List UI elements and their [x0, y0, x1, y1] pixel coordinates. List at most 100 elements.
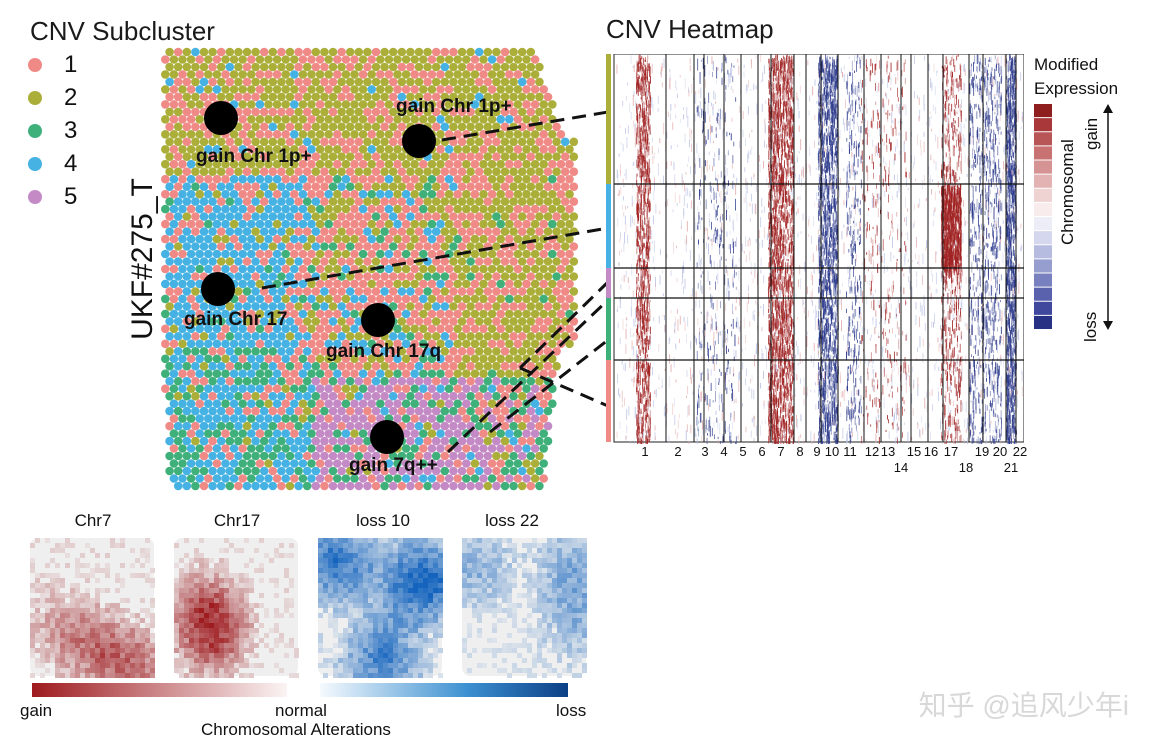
heatmap-cell — [625, 169, 627, 180]
heatmap-cell — [1002, 334, 1004, 345]
heatmap-cell — [622, 100, 624, 106]
spot — [474, 107, 484, 117]
heatmap-cell — [907, 208, 908, 212]
spot — [457, 167, 467, 176]
spot — [539, 145, 548, 154]
spot — [277, 92, 286, 102]
heatmap-cell — [929, 342, 930, 348]
heatmap-cell — [684, 239, 686, 245]
heatmap-cell — [807, 286, 808, 295]
heatmap-cell — [1020, 72, 1022, 81]
heatmap-cell — [747, 240, 749, 247]
spot — [535, 77, 544, 87]
heatmap-cell — [842, 427, 844, 439]
heatmap-cell — [761, 103, 763, 112]
heatmap-cell — [672, 209, 674, 213]
spot — [367, 55, 376, 64]
heatmap-cell — [794, 387, 796, 396]
heatmap-cell — [804, 261, 806, 272]
spot — [161, 85, 170, 94]
heatmap-cell — [690, 424, 692, 434]
heatmap-cell — [689, 139, 690, 148]
heatmap-cell — [741, 348, 743, 353]
heatmap-cell — [905, 382, 907, 393]
spot — [199, 47, 209, 57]
heatmap-cell — [882, 79, 884, 85]
spot — [195, 85, 204, 94]
spot — [500, 92, 510, 102]
heatmap-cell — [886, 266, 888, 272]
heatmap-cell — [1017, 170, 1019, 174]
heatmap-cell — [979, 233, 981, 240]
heatmap-cell — [851, 326, 852, 329]
heatmap-cell — [760, 257, 762, 267]
heatmap-cell — [728, 379, 730, 383]
spot — [462, 115, 471, 124]
heatmap-cell — [859, 79, 861, 84]
spot — [440, 167, 450, 176]
heatmap-cell — [854, 55, 856, 63]
heatmap-cell — [745, 236, 747, 247]
heatmap-cell — [651, 240, 653, 244]
spot — [406, 62, 415, 72]
heatmap-cell — [885, 161, 887, 166]
spot — [290, 70, 299, 79]
heatmap-cell — [688, 441, 690, 444]
heatmap-cell — [998, 228, 1000, 233]
heatmap-cell — [962, 269, 963, 277]
spot — [290, 159, 299, 169]
heatmap-cell — [715, 410, 717, 415]
spot — [431, 167, 441, 176]
heatmap-cell — [1021, 371, 1023, 382]
spot — [320, 167, 329, 176]
heatmap-cell — [629, 357, 631, 369]
heatmap-cell — [662, 314, 664, 317]
spot — [324, 100, 333, 109]
heatmap-cell — [802, 297, 804, 308]
spot — [255, 115, 265, 124]
heatmap-cell — [810, 431, 812, 442]
heatmap-cell — [707, 270, 709, 282]
heatmap-cell — [814, 389, 816, 393]
spot — [238, 85, 247, 94]
heatmap-cell — [867, 360, 869, 367]
spot — [388, 167, 398, 176]
heatmap-cell — [699, 111, 701, 118]
heatmap-cell — [886, 93, 888, 100]
heatmap-cell — [907, 431, 909, 442]
heatmap-cell — [990, 272, 992, 281]
heatmap-cell — [642, 102, 643, 108]
heatmap-cell — [890, 389, 891, 392]
spot — [290, 55, 299, 64]
heatmap-cell — [743, 64, 745, 69]
spot — [272, 70, 282, 79]
spot — [462, 70, 471, 79]
heatmap-cell — [744, 167, 746, 173]
heatmap-cell — [760, 217, 762, 228]
spot — [268, 62, 278, 72]
spot — [363, 167, 372, 176]
heatmap-cell — [871, 271, 873, 282]
heatmap-cell — [917, 95, 918, 99]
spot — [333, 174, 342, 184]
spot — [358, 130, 368, 139]
spot — [259, 122, 269, 132]
spot — [479, 70, 488, 79]
spot — [311, 122, 321, 132]
heatmap-cell — [945, 173, 946, 178]
heatmap-cell — [721, 330, 723, 340]
spot — [354, 47, 364, 57]
spot — [165, 107, 174, 117]
spot — [431, 122, 441, 132]
heatmap-cell — [625, 317, 627, 321]
spot — [277, 122, 286, 132]
spot — [204, 159, 213, 169]
heatmap-cell — [700, 218, 702, 230]
heatmap-cell — [737, 289, 739, 292]
heatmap-cell — [619, 393, 621, 398]
heatmap-cell — [919, 198, 921, 208]
heatmap-cell — [754, 262, 756, 271]
heatmap-cell — [925, 121, 927, 125]
heatmap-cell — [939, 213, 941, 220]
heatmap-cell — [971, 136, 973, 145]
